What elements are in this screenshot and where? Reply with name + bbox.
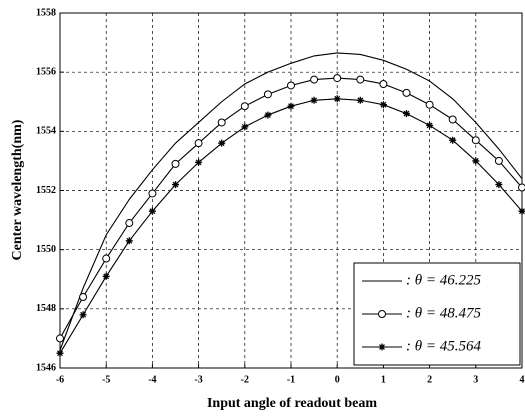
marker: [79, 293, 88, 301]
marker: [102, 272, 110, 280]
marker: [148, 189, 157, 198]
marker: [378, 310, 386, 318]
marker: [425, 100, 434, 109]
y-tick-label: 1552: [36, 185, 56, 196]
marker: [471, 136, 480, 145]
marker: [125, 219, 134, 228]
marker: [495, 181, 503, 189]
x-tick-label: -5: [102, 374, 110, 385]
x-tick-label: 3: [473, 374, 478, 385]
marker: [194, 139, 203, 148]
x-tick-label: 0: [335, 374, 340, 385]
y-tick-label: 1546: [36, 362, 56, 373]
legend-label: : θ = 45.564: [406, 338, 481, 354]
series-line: [59, 52, 523, 351]
x-tick-label: 4: [520, 374, 525, 385]
marker: [218, 139, 226, 147]
y-tick-label: 1554: [36, 126, 56, 137]
x-tick-label: 1: [381, 374, 386, 385]
y-tick-label: 1556: [36, 66, 56, 77]
x-tick-label: -3: [194, 374, 202, 385]
x-tick-label: -1: [287, 374, 295, 385]
x-axis-label: Input angle of readout beam: [207, 396, 377, 411]
marker: [264, 111, 272, 119]
marker: [379, 80, 388, 88]
marker: [333, 74, 342, 83]
x-tick-label: -2: [241, 374, 249, 385]
x-tick-label: -4: [148, 374, 156, 385]
marker: [217, 118, 226, 127]
marker: [356, 75, 365, 84]
marker: [56, 334, 64, 343]
marker: [102, 254, 111, 263]
marker: [448, 115, 457, 124]
marker: [403, 110, 410, 118]
marker: [172, 181, 179, 189]
marker: [287, 102, 295, 110]
marker: [240, 102, 249, 111]
marker: [518, 183, 525, 192]
marker: [402, 88, 411, 97]
marker: [494, 156, 503, 165]
marker: [356, 96, 364, 104]
marker: [287, 81, 295, 90]
y-tick-label: 1558: [36, 7, 56, 18]
y-tick-label: 1550: [36, 244, 56, 255]
marker: [263, 90, 272, 99]
marker: [310, 75, 319, 84]
marker: [472, 157, 480, 165]
marker: [518, 207, 525, 215]
marker: [333, 95, 341, 103]
y-axis-label: Center wavelength(nm): [10, 119, 25, 260]
marker: [171, 159, 180, 168]
marker: [148, 207, 156, 215]
marker: [125, 237, 133, 245]
marker: [195, 158, 203, 166]
marker: [379, 101, 387, 109]
x-tick-label: -6: [56, 374, 64, 385]
marker: [310, 96, 318, 104]
marker: [378, 343, 386, 351]
marker: [241, 123, 249, 131]
legend-label: : θ = 48.475: [406, 305, 481, 321]
marker: [79, 311, 87, 319]
x-tick-label: 2: [427, 374, 432, 385]
marker: [449, 136, 457, 144]
marker: [426, 121, 434, 129]
legend-label: : θ = 46.225: [406, 272, 481, 288]
y-tick-label: 1548: [36, 303, 56, 314]
marker: [56, 349, 64, 357]
